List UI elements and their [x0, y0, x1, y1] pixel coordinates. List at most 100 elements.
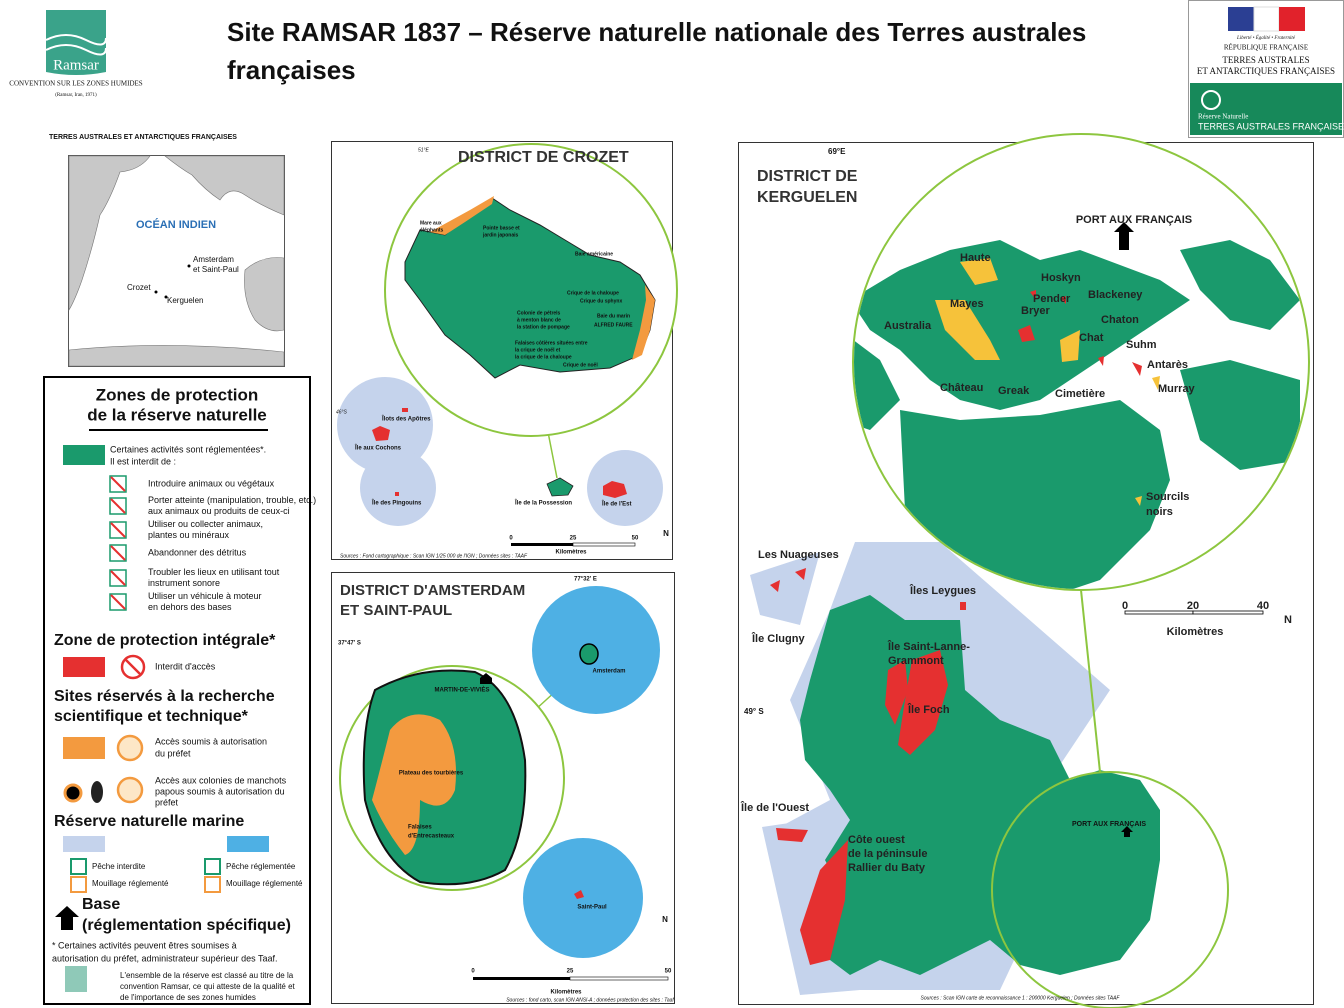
- icon-mooring: [70, 876, 87, 893]
- label: Suhm: [1126, 339, 1157, 351]
- label: Pointe basse et: [483, 225, 520, 231]
- label: (réglementation spécifique): [82, 917, 291, 934]
- prohibition-stroke: [110, 594, 126, 610]
- legend-frame: [43, 376, 311, 1005]
- label: Pêche réglementée: [226, 862, 296, 871]
- label: 20: [1187, 600, 1199, 612]
- callout-line: [547, 431, 558, 479]
- label: Blackeney: [1088, 289, 1143, 301]
- label: ALFRED FAURE: [594, 322, 633, 328]
- integral-zone: [885, 660, 908, 725]
- ramsar-mini-logo: [65, 966, 87, 992]
- label: N: [1284, 614, 1292, 626]
- label: ET ANTARCTIQUES FRANÇAISES: [1197, 66, 1335, 76]
- label: 25: [567, 969, 574, 975]
- label: Accès soumis à autorisation: [155, 736, 267, 746]
- label: Kilomètres: [1167, 626, 1224, 638]
- label: Île Clugny: [751, 632, 805, 645]
- label: Pêche interdite: [92, 862, 146, 871]
- label: noirs: [1146, 506, 1173, 518]
- label: KERGUELEN: [757, 189, 857, 206]
- zoom-circle-small: [991, 771, 1229, 1008]
- label: 0: [1122, 600, 1128, 612]
- label: OCÉAN INDIEN: [136, 218, 216, 231]
- label: éléphants: [420, 227, 444, 233]
- label: Mayes: [950, 298, 984, 310]
- icon-no-access: [124, 658, 142, 676]
- label: 40: [1257, 600, 1269, 612]
- label: Falaises côtières situées entre: [515, 340, 588, 346]
- scale-seg: [511, 543, 573, 546]
- callout-line: [1080, 589, 1101, 773]
- label: Accès aux colonies de manchots: [155, 775, 287, 785]
- label: Pender: [1033, 293, 1071, 305]
- crozet-map: [331, 141, 678, 560]
- label: Cimetière: [1055, 388, 1105, 400]
- label: DISTRICT DE CROZET: [458, 149, 629, 166]
- scale-seg: [569, 976, 669, 981]
- label: Sources : Fond cartographique : Scan IGN…: [340, 553, 528, 559]
- label: Antarès: [1147, 359, 1188, 371]
- label: Australia: [884, 320, 932, 332]
- label: Les Nuageuses: [758, 549, 839, 561]
- label: Amsterdam: [592, 669, 625, 675]
- integral-zone: [603, 481, 627, 498]
- label: DISTRICT DE: [757, 168, 858, 185]
- label: Crique de noël: [563, 362, 598, 368]
- label: Troubler les lieux en utilisant tout: [148, 567, 280, 577]
- scale-seg: [1124, 610, 1194, 615]
- label: Crozet: [127, 283, 151, 292]
- land: [1180, 360, 1300, 470]
- label: Base: [82, 896, 120, 913]
- research-site: [430, 196, 494, 235]
- label: Réserve naturelle marine: [54, 813, 244, 830]
- label: L'ensemble de la réserve est classé au t…: [120, 971, 294, 980]
- label: Utiliser un véhicule à moteur: [148, 591, 262, 601]
- label: Baie du marin: [597, 313, 630, 319]
- scale-bar: [1124, 610, 1264, 615]
- label: de l'importance de ses zones humides: [120, 993, 256, 1002]
- logo-shape: [46, 10, 106, 75]
- base-arrow: [1121, 826, 1133, 837]
- label: scientifique et technique*: [54, 708, 249, 725]
- label: (Ramsar, Iran, 1971): [55, 93, 97, 98]
- research-site: [632, 285, 655, 360]
- label: Île de la Possession: [514, 499, 572, 507]
- label: Mouillage réglementé: [226, 879, 303, 888]
- label: Sites réservés à la recherche: [54, 688, 275, 705]
- label: Île Saint-Lanne-: [887, 640, 970, 653]
- prohibition-stroke: [110, 570, 126, 586]
- label: 25: [570, 536, 577, 542]
- label: 77°32' E: [574, 577, 597, 583]
- label: Amsterdam: [193, 255, 234, 264]
- prohibition-stroke: [110, 522, 126, 538]
- scale-bar: [473, 976, 669, 981]
- label: Certaines activités sont réglementées*.: [110, 444, 266, 454]
- label: françaises: [227, 55, 356, 85]
- integral-zone: [372, 426, 390, 441]
- place-dot: [164, 295, 168, 299]
- swatch-marine-light: [63, 836, 105, 852]
- label: Mouillage réglementé: [92, 879, 169, 888]
- land: [68, 345, 285, 367]
- swatch-integral: [63, 657, 105, 677]
- prohibition-stroke: [110, 545, 126, 561]
- kerguelen-map: [738, 133, 1314, 1008]
- label: Zone de protection intégrale*: [54, 632, 276, 649]
- logo-wave: [45, 44, 107, 56]
- base-arrow: [55, 906, 79, 930]
- land: [68, 155, 151, 312]
- label: en dehors des bases: [148, 602, 232, 612]
- flag-blue: [1228, 7, 1254, 31]
- label: Île de l'Est: [601, 500, 631, 508]
- integral-zone: [960, 602, 966, 610]
- integral-zone: [776, 828, 808, 842]
- label: Îles Leygues: [909, 584, 976, 597]
- flag-white: [1253, 6, 1280, 32]
- integral-zone: [898, 650, 948, 755]
- label: 50: [632, 536, 639, 542]
- icon-fishing: [70, 858, 87, 875]
- scale-seg: [1192, 610, 1264, 615]
- label: N: [663, 529, 669, 538]
- label: N: [662, 915, 668, 924]
